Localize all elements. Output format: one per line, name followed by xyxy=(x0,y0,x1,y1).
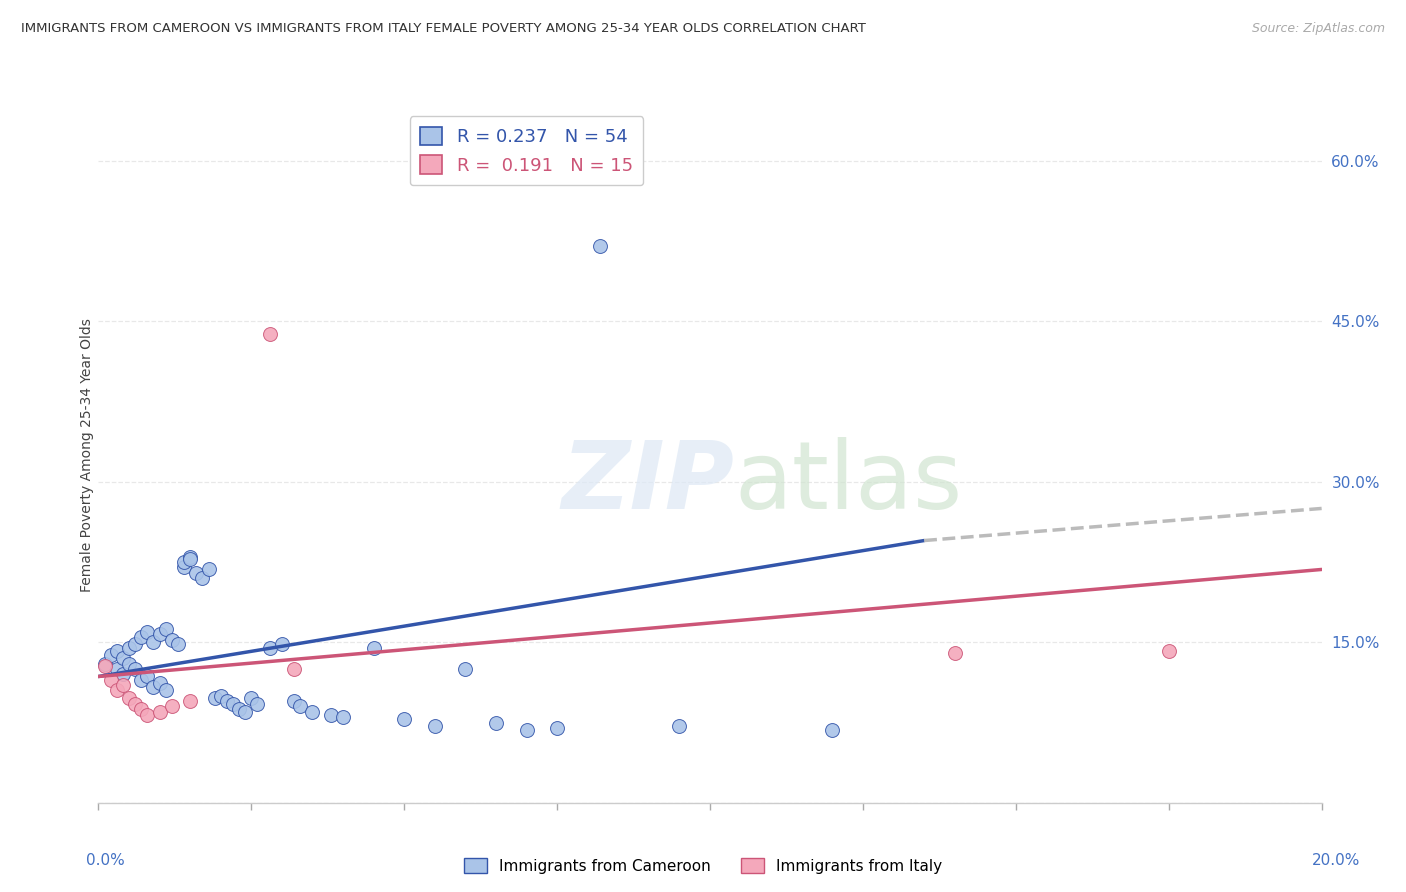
Point xyxy=(142,680,165,694)
Point xyxy=(129,701,152,715)
Point xyxy=(821,723,844,737)
Point xyxy=(118,640,141,655)
Point xyxy=(392,712,416,726)
Point xyxy=(191,571,214,585)
Point xyxy=(1157,644,1180,658)
Point xyxy=(136,669,159,683)
Point xyxy=(454,662,477,676)
Point xyxy=(179,694,201,708)
Point xyxy=(204,690,226,705)
Point xyxy=(105,644,128,658)
Text: IMMIGRANTS FROM CAMEROON VS IMMIGRANTS FROM ITALY FEMALE POVERTY AMONG 25-34 YEA: IMMIGRANTS FROM CAMEROON VS IMMIGRANTS F… xyxy=(21,22,866,36)
Point xyxy=(111,678,134,692)
Point xyxy=(149,626,172,640)
Point xyxy=(136,708,159,723)
Point xyxy=(589,239,612,253)
Point xyxy=(111,651,134,665)
Point xyxy=(423,719,446,733)
Point xyxy=(93,657,115,671)
Point xyxy=(167,637,190,651)
Point xyxy=(301,705,323,719)
Point xyxy=(160,633,183,648)
Point xyxy=(155,623,177,637)
Point xyxy=(118,657,141,671)
Text: 20.0%: 20.0% xyxy=(1312,854,1360,868)
Point xyxy=(100,648,122,662)
Point xyxy=(124,662,146,676)
Point xyxy=(105,683,128,698)
Point xyxy=(160,699,183,714)
Point xyxy=(149,705,172,719)
Point xyxy=(270,637,292,651)
Point xyxy=(111,667,134,681)
Point xyxy=(124,698,146,712)
Point xyxy=(228,701,250,715)
Point xyxy=(943,646,966,660)
Point xyxy=(290,699,312,714)
Text: atlas: atlas xyxy=(734,437,963,529)
Legend: Immigrants from Cameroon, Immigrants from Italy: Immigrants from Cameroon, Immigrants fro… xyxy=(457,852,949,880)
Point xyxy=(668,719,690,733)
Point xyxy=(516,723,538,737)
Point xyxy=(246,698,269,712)
Text: ZIP: ZIP xyxy=(561,437,734,529)
Point xyxy=(149,676,172,690)
Point xyxy=(240,690,263,705)
Point xyxy=(332,710,354,724)
Point xyxy=(209,689,232,703)
Point xyxy=(129,673,152,687)
Point xyxy=(155,683,177,698)
Point xyxy=(179,551,201,566)
Text: 0.0%: 0.0% xyxy=(86,854,125,868)
Point xyxy=(259,640,281,655)
Point xyxy=(319,708,342,723)
Point xyxy=(179,549,201,564)
Point xyxy=(485,715,508,730)
Point xyxy=(129,630,152,644)
Point xyxy=(93,658,115,673)
Point xyxy=(363,640,385,655)
Point xyxy=(222,698,245,712)
Point xyxy=(546,721,568,735)
Y-axis label: Female Poverty Among 25-34 Year Olds: Female Poverty Among 25-34 Year Olds xyxy=(80,318,94,592)
Legend: R = 0.237   N = 54, R =  0.191   N = 15: R = 0.237 N = 54, R = 0.191 N = 15 xyxy=(409,116,644,186)
Point xyxy=(233,705,256,719)
Point xyxy=(283,662,305,676)
Text: Source: ZipAtlas.com: Source: ZipAtlas.com xyxy=(1251,22,1385,36)
Point xyxy=(142,635,165,649)
Point xyxy=(100,673,122,687)
Point xyxy=(215,694,238,708)
Point xyxy=(197,562,219,576)
Point xyxy=(124,637,146,651)
Point xyxy=(118,690,141,705)
Point xyxy=(259,326,281,341)
Point xyxy=(283,694,305,708)
Point xyxy=(186,566,208,580)
Point xyxy=(173,555,195,569)
Point xyxy=(136,624,159,639)
Point xyxy=(105,662,128,676)
Point xyxy=(173,560,195,574)
